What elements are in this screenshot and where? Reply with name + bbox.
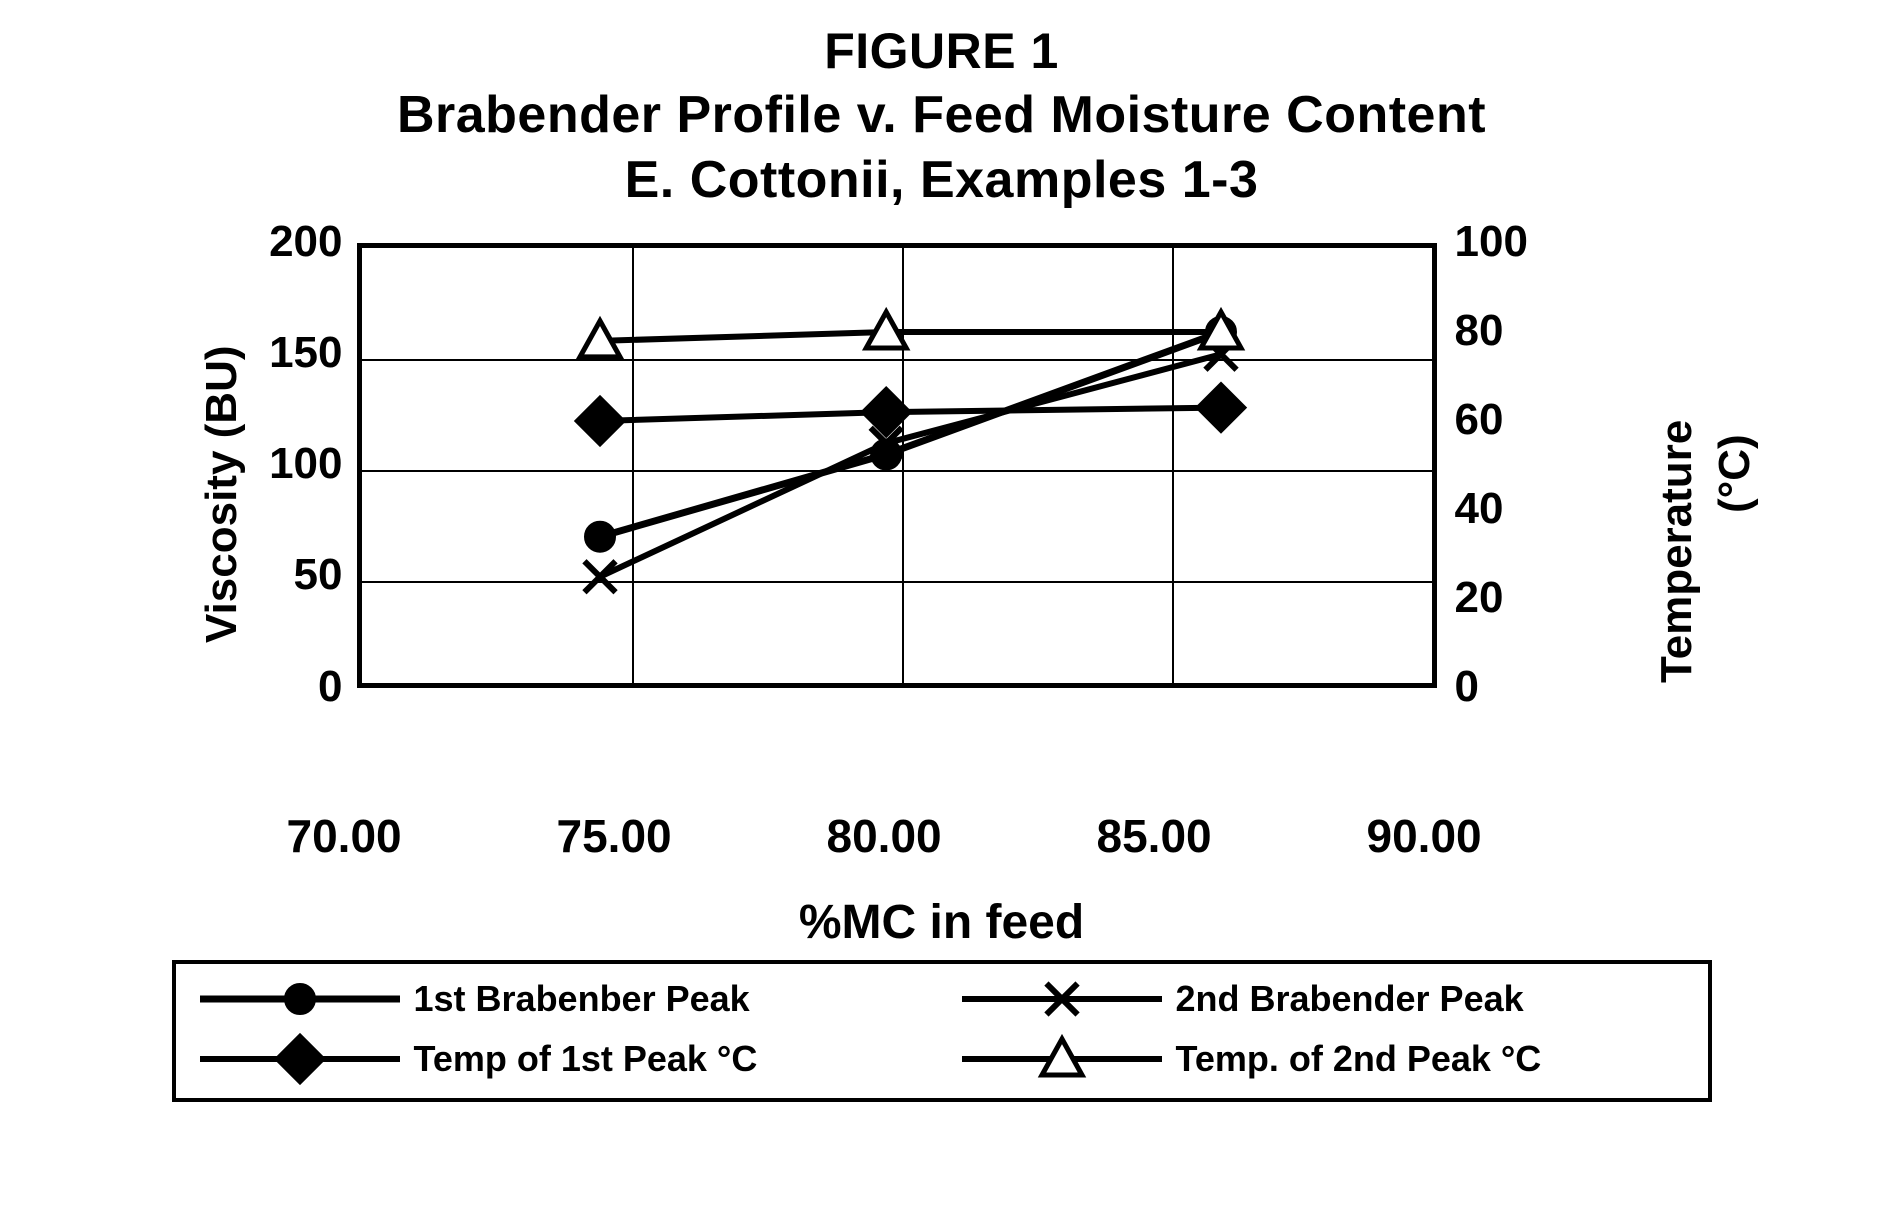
legend-swatch (200, 979, 400, 1019)
x-axis-title: %MC in feed (799, 896, 1084, 949)
legend-label: Temp. of 2nd Peak °C (1176, 1038, 1542, 1080)
figure-container: FIGURE 1 Brabender Profile v. Feed Moist… (20, 20, 1863, 1209)
marker-temp_first_peak (576, 397, 623, 444)
y-right-tick-label: 80 (1455, 306, 1504, 356)
series-line-temp_first_peak (600, 407, 1221, 420)
y-right-tick-label: 100 (1455, 217, 1528, 267)
series-line-second_brabender_peak (600, 354, 1221, 577)
chart-area: Viscosity (BU) Temperature (°C) 05010015… (142, 223, 1742, 803)
y-left-tick-label: 50 (294, 550, 343, 600)
y-right-tick-label: 40 (1455, 484, 1504, 534)
legend-label: 2nd Brabender Peak (1176, 978, 1524, 1020)
y-right-tick-label: 0 (1455, 662, 1479, 712)
x-tick-label: 75.00 (557, 809, 672, 863)
title-line-2: Brabender Profile v. Feed Moisture Conte… (20, 83, 1863, 148)
legend-label: Temp of 1st Peak °C (414, 1038, 758, 1080)
y-right-tick-label: 20 (1455, 573, 1504, 623)
legend-item-first_brabender_peak: 1st Brabenber Peak (200, 978, 922, 1020)
x-tick-label: 85.00 (1097, 809, 1212, 863)
marker-temp_first_peak (862, 388, 909, 435)
x-tick-label: 70.00 (287, 809, 402, 863)
legend-swatch (962, 1039, 1162, 1079)
series-line-temp_second_peak (600, 332, 1221, 341)
marker-first_brabender_peak (586, 522, 614, 550)
title-line-1: FIGURE 1 (20, 20, 1863, 83)
y-left-tick-label: 150 (269, 328, 342, 378)
y-left-tick-label: 100 (269, 439, 342, 489)
marker-temp_first_peak (1197, 384, 1244, 431)
chart-title-block: FIGURE 1 Brabender Profile v. Feed Moist… (20, 20, 1863, 213)
y-left-tick-label: 0 (318, 662, 342, 712)
x-tick-label: 90.00 (1367, 809, 1482, 863)
legend-swatch (200, 1039, 400, 1079)
y-right-tick-label: 60 (1455, 395, 1504, 445)
legend-item-temp_first_peak: Temp of 1st Peak °C (200, 1038, 922, 1080)
x-tick-labels-row: 70.00 75.00 80.00 85.00 90.00 (142, 803, 1742, 873)
x-tick-label: 80.00 (827, 809, 942, 863)
y-left-tick-label: 200 (269, 217, 342, 267)
legend-swatch (962, 979, 1162, 1019)
legend-item-temp_second_peak: Temp. of 2nd Peak °C (962, 1038, 1684, 1080)
legend: 1st Brabenber Peak 2nd Brabender Peak Temp… (172, 960, 1712, 1102)
legend-item-second_brabender_peak: 2nd Brabender Peak (962, 978, 1684, 1020)
legend-label: 1st Brabenber Peak (414, 978, 750, 1020)
marker-second_brabender_peak (584, 561, 615, 592)
title-line-3: E. Cottonii, Examples 1-3 (20, 148, 1863, 213)
